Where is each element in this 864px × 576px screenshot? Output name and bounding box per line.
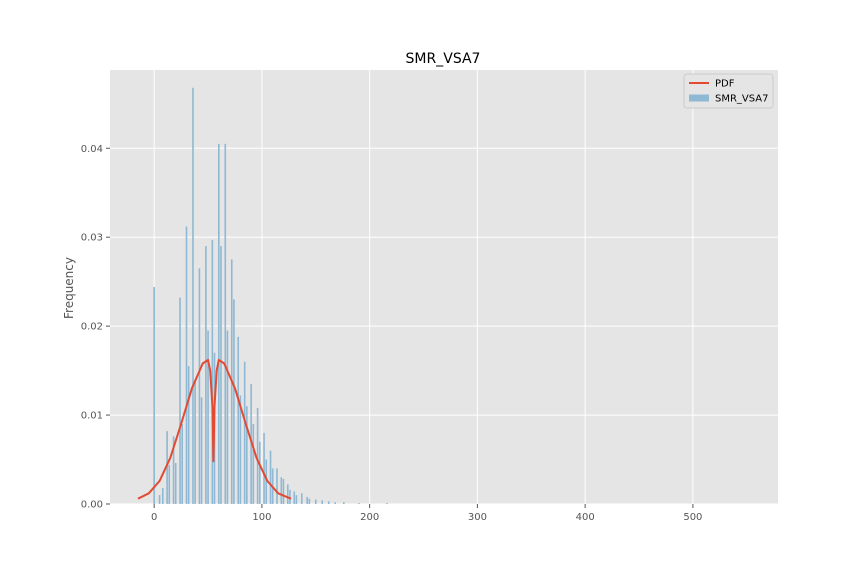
- histogram-bar: [187, 366, 190, 504]
- histogram-bar: [306, 496, 308, 504]
- histogram-bar: [166, 431, 168, 504]
- histogram-bar: [280, 477, 283, 504]
- histogram-bar: [172, 436, 175, 504]
- histogram-bar: [358, 503, 360, 504]
- histogram-bar: [211, 239, 214, 505]
- pdf-curve: [137, 358, 292, 500]
- histogram-bar: [246, 406, 248, 504]
- plot-background: [110, 70, 778, 504]
- x-tick-label: 400: [576, 512, 595, 523]
- histogram-bar: [192, 87, 194, 504]
- x-tick-label: 100: [252, 512, 271, 523]
- histogram-bar: [179, 297, 181, 504]
- histogram-bar: [256, 407, 259, 504]
- histogram-bar: [194, 379, 196, 504]
- y-axis-label: Frequency: [62, 257, 76, 319]
- histogram-bar: [233, 299, 235, 504]
- histogram-bar: [181, 423, 183, 504]
- histogram-bar: [258, 441, 261, 504]
- histogram-bar: [200, 397, 203, 504]
- histogram-bar: [282, 479, 285, 504]
- x-axis-ticks: 0 100 200 300 400 500: [151, 504, 702, 523]
- histogram-bar: [224, 143, 227, 505]
- histogram-bar: [153, 287, 155, 504]
- histogram-bar: [239, 395, 242, 504]
- x-tick-label: 300: [468, 512, 487, 523]
- chart-title: SMR_VSA7: [406, 51, 481, 67]
- x-tick-label: 200: [360, 512, 379, 523]
- histogram-bar: [185, 226, 188, 504]
- histogram-bar: [198, 268, 201, 504]
- histogram-bar: [205, 246, 207, 505]
- histogram-bar: [314, 499, 317, 504]
- histogram-bar: [293, 491, 296, 504]
- y-tick-label: 0.01: [81, 411, 103, 422]
- histogram-bar: [265, 459, 268, 504]
- histogram-bar: [168, 464, 171, 504]
- histogram-bar: [243, 361, 246, 504]
- histogram-bar: [161, 487, 164, 504]
- histogram-bar: [218, 143, 220, 505]
- histogram-bar: [334, 502, 336, 504]
- y-tick-label: 0.04: [81, 144, 103, 155]
- y-tick-label: 0.02: [81, 322, 103, 333]
- histogram-bar: [295, 495, 298, 504]
- histogram-bar: [237, 336, 240, 504]
- histogram-bar: [289, 489, 291, 504]
- histogram-bar: [158, 495, 161, 504]
- histogram-bar: [263, 432, 265, 504]
- x-tick-label: 500: [683, 512, 702, 523]
- legend-label: PDF: [715, 79, 735, 90]
- histogram-bar: [300, 493, 303, 504]
- legend-swatch-patch: [689, 94, 709, 102]
- histogram-bar: [174, 463, 177, 504]
- pdf-curve-layer: [137, 358, 292, 500]
- histogram-bar: [386, 503, 388, 504]
- legend-label: SMR_VSA7: [715, 94, 769, 105]
- histogram-bar: [308, 498, 311, 504]
- histogram-bar: [327, 501, 330, 504]
- histogram-bar: [276, 468, 278, 504]
- histogram-bars: [153, 87, 388, 505]
- legend: PDF SMR_VSA7: [683, 73, 774, 109]
- histogram-bar: [269, 450, 272, 504]
- histogram-bar: [252, 423, 255, 504]
- histogram-bar: [207, 330, 209, 504]
- y-tick-label: 0.03: [81, 233, 103, 244]
- histogram-bar: [343, 502, 345, 504]
- histogram-bar: [321, 500, 324, 504]
- histogram-bar: [226, 330, 229, 504]
- y-axis-ticks: 0.00 0.01 0.02 0.03 0.04: [81, 144, 110, 511]
- histogram-bar: [286, 484, 289, 504]
- y-tick-label: 0.00: [81, 500, 103, 511]
- histogram-bar: [220, 246, 222, 505]
- x-tick-label: 0: [151, 512, 157, 523]
